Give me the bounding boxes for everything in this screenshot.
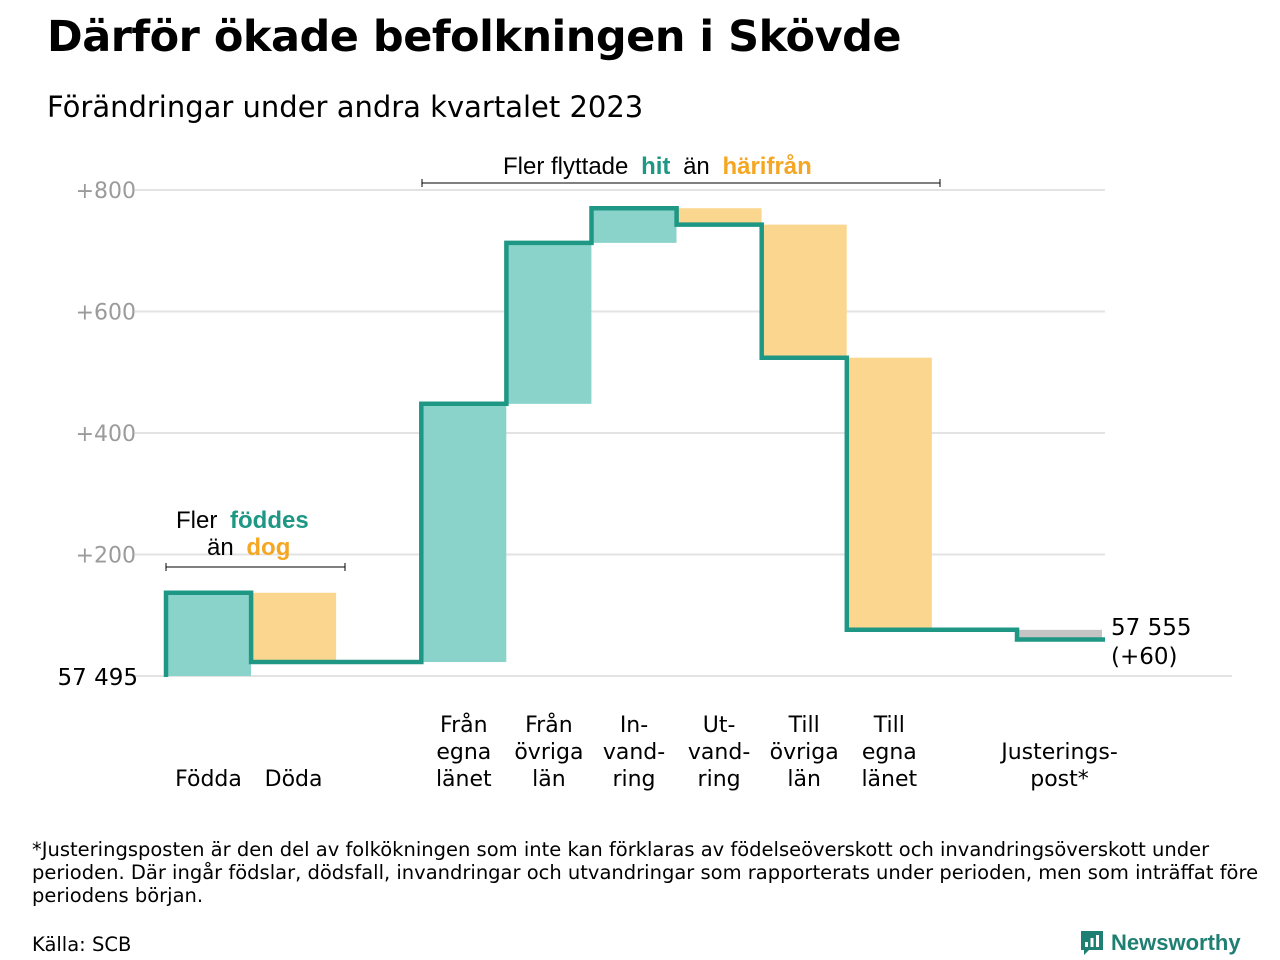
bar	[761, 224, 847, 358]
bar	[676, 208, 762, 225]
category-label: egna	[436, 740, 491, 765]
svg-text:Fler föddes: Fler föddes	[176, 507, 309, 534]
annotation-prefix: Fler flyttade	[503, 153, 628, 180]
annotation-an: än	[207, 534, 234, 561]
y-tick-label: +200	[76, 544, 136, 569]
y-tick-label: +600	[76, 301, 136, 326]
category-label: länet	[436, 767, 492, 792]
cumulative-line	[163, 205, 1105, 677]
annotation-mid: än	[683, 153, 710, 180]
category-label: Från	[525, 712, 573, 738]
brand: Newsworthy	[1080, 928, 1241, 958]
category-label: Födda	[175, 767, 242, 792]
svg-text:än dog: än dog	[207, 534, 290, 561]
y-tick-label: +800	[76, 179, 136, 204]
end-value-label: 57 555	[1111, 615, 1191, 641]
cumulative-step-line	[163, 205, 1105, 677]
category-label: Ut-	[703, 713, 736, 738]
chart-subtitle: Förändringar under andra kvartalet 2023	[47, 90, 644, 124]
category-label: länet	[861, 767, 917, 792]
births-annotation: Fler föddes än dog	[165, 507, 346, 571]
category-label: län	[787, 767, 821, 792]
category-label: ring	[698, 767, 741, 792]
bar	[421, 403, 507, 663]
category-label: övriga	[514, 740, 583, 765]
category-label: ring	[612, 767, 655, 792]
bar	[166, 592, 251, 676]
gridlines	[135, 189, 1232, 677]
category-label: vand-	[603, 740, 665, 765]
bar	[506, 242, 592, 404]
category-label: Från	[440, 712, 488, 738]
bar	[251, 592, 337, 663]
bar	[846, 357, 932, 630]
y-tick-label: +400	[76, 422, 136, 447]
source: Källa: SCB	[32, 933, 132, 956]
annotation-foddes: föddes	[230, 507, 309, 534]
end-value-label: (+60)	[1111, 644, 1177, 670]
category-label: vand-	[688, 740, 750, 765]
category-label: egna	[862, 740, 917, 765]
annotation-dog: dog	[246, 534, 290, 561]
category-label: post*	[1030, 767, 1089, 792]
annotation-harifran: härifrån	[722, 153, 811, 180]
annotation-fler: Fler	[176, 507, 217, 534]
bar	[1017, 629, 1102, 640]
category-label: Till	[788, 713, 820, 738]
category-label: län	[532, 767, 566, 792]
category-label: övriga	[770, 740, 839, 765]
category-label: Justerings-	[999, 740, 1118, 765]
category-label: Till	[873, 713, 905, 738]
newsworthy-logo-icon	[1081, 931, 1103, 955]
annotation-hit: hit	[641, 153, 670, 180]
brand-name: Newsworthy	[1111, 930, 1241, 955]
bars	[166, 208, 1102, 676]
chart-title: Därför ökade befolkningen i Skövde	[47, 12, 902, 62]
footnote: *Justeringsposten är den del av folkökni…	[32, 838, 1259, 907]
svg-text:Fler flyttade hit: Fler flyttade hit än härifrån	[503, 153, 812, 180]
migration-annotation: Fler flyttade hit än härifrån	[421, 153, 941, 187]
category-label: In-	[620, 713, 648, 738]
start-value-label: 57 495	[58, 665, 138, 691]
bar	[591, 208, 677, 243]
category-label: Döda	[265, 767, 323, 792]
